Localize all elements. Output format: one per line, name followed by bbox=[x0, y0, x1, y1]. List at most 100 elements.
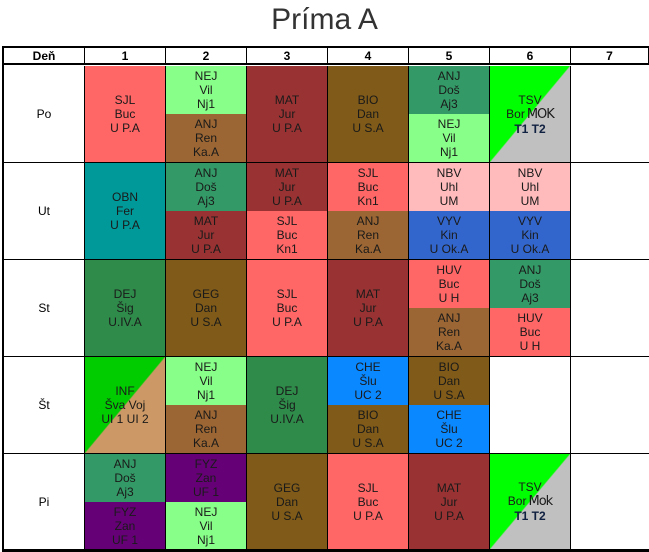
lesson-top[interactable]: SJL Buc Kn1 bbox=[328, 163, 408, 211]
empty-cell[interactable] bbox=[571, 66, 649, 163]
lesson-top[interactable]: NEJ Vil Nj1 bbox=[166, 66, 246, 114]
lesson-top[interactable]: NBV Uhl UM bbox=[490, 163, 570, 211]
lesson-bottom[interactable]: MAT Jur U P.A bbox=[166, 211, 246, 259]
lesson[interactable]: SJL Buc U P.A bbox=[247, 260, 327, 356]
lesson[interactable]: SJL Buc U P.A bbox=[328, 454, 408, 549]
lesson-cell[interactable]: MAT Jur U P.A SJL Buc Kn1 bbox=[247, 163, 328, 260]
lesson-cell[interactable]: BIO Dan U S.A bbox=[328, 66, 409, 163]
lesson-cell[interactable]: TSV Bor Mok T1 T2 bbox=[490, 454, 571, 550]
lesson[interactable]: MAT Jur U P.A bbox=[328, 260, 408, 356]
lesson-cell[interactable]: DEJ Šig U.IV.A bbox=[85, 260, 166, 357]
lesson-cell[interactable]: MAT Jur U P.A bbox=[409, 454, 490, 550]
lesson-cell[interactable]: ANJ Doš Aj3 MAT Jur U P.A bbox=[166, 163, 247, 260]
lesson-bottom[interactable]: NEJ Vil Nj1 bbox=[166, 502, 246, 549]
teacher-label: Dan bbox=[194, 301, 217, 315]
lesson-cell[interactable]: ANJ Doš Aj3 FYZ Zan UF 1 bbox=[85, 454, 166, 550]
lesson-bottom[interactable]: HUV Buc U H bbox=[490, 308, 570, 356]
lesson-cell[interactable]: NEJ Vil Nj1 ANJ Ren Ka.A bbox=[166, 66, 247, 163]
empty-cell[interactable] bbox=[571, 357, 649, 454]
lesson-bottom[interactable]: VYV Kin U Ok.A bbox=[490, 211, 570, 259]
subject-label: MAT bbox=[274, 93, 300, 107]
lesson-bottom[interactable]: SJL Buc Kn1 bbox=[247, 211, 327, 259]
room-label: Nj1 bbox=[439, 145, 458, 159]
empty-cell[interactable] bbox=[571, 163, 649, 260]
lesson-top[interactable]: ANJ Doš Aj3 bbox=[409, 66, 489, 114]
subject-label: VYV bbox=[517, 214, 542, 228]
lesson[interactable]: DEJ Šig U.IV.A bbox=[85, 260, 165, 356]
lesson-cell[interactable]: SJL Buc U P.A bbox=[247, 260, 328, 357]
lesson-top[interactable]: NEJ Vil Nj1 bbox=[166, 357, 246, 405]
lesson-bottom[interactable]: ANJ Ren Ka.A bbox=[409, 308, 489, 356]
lesson-cell[interactable]: GEG Dan U S.A bbox=[247, 454, 328, 550]
lesson-cell[interactable]: GEG Dan U S.A bbox=[166, 260, 247, 357]
lesson-split-groups[interactable]: TSV Bor MOK T1 T2 bbox=[490, 66, 570, 162]
lesson-cell[interactable]: ANJ Doš Aj3 NEJ Vil Nj1 bbox=[409, 66, 490, 163]
lesson-cell[interactable]: BIO Dan U S.A CHE Šlu UC 2 bbox=[409, 357, 490, 454]
lesson-top[interactable]: ANJ Doš Aj3 bbox=[490, 260, 570, 308]
lesson-cell[interactable]: MAT Jur U P.A bbox=[328, 260, 409, 357]
lesson-split-groups[interactable]: TSV Bor Mok T1 T2 bbox=[490, 454, 570, 549]
teacher-label: Ren bbox=[194, 131, 217, 145]
lesson[interactable]: DEJ Šig U.IV.A bbox=[247, 357, 327, 453]
lesson[interactable]: MAT Jur U P.A bbox=[247, 66, 327, 162]
lesson-cell[interactable]: OBN Fer U P.A bbox=[85, 163, 166, 260]
lesson-top[interactable]: MAT Jur U P.A bbox=[247, 163, 327, 211]
lesson-cell[interactable]: SJL Buc U P.A bbox=[328, 454, 409, 550]
subject-label: BIO bbox=[357, 408, 379, 422]
lesson-bottom[interactable]: ANJ Ren Ka.A bbox=[166, 405, 246, 453]
empty-cell[interactable] bbox=[571, 454, 649, 550]
room-label: UC 2 bbox=[435, 436, 463, 450]
lesson-bottom[interactable]: VYV Kin U Ok.A bbox=[409, 211, 489, 259]
lesson-top[interactable]: ANJ Doš Aj3 bbox=[166, 163, 246, 211]
page-title: Príma A bbox=[271, 3, 378, 36]
lesson-cell[interactable]: CHE Šlu UC 2 BIO Dan U S.A bbox=[328, 357, 409, 454]
subject-label: TSV bbox=[518, 92, 542, 107]
teacher-label: Jur bbox=[440, 494, 458, 509]
lesson-cell[interactable]: NBV Uhl UM VYV Kin U Ok.A bbox=[409, 163, 490, 260]
lesson-bottom[interactable]: BIO Dan U S.A bbox=[328, 405, 408, 453]
lesson-top[interactable]: BIO Dan U S.A bbox=[409, 357, 489, 405]
empty-cell[interactable] bbox=[571, 260, 649, 357]
room-label: Ka.A bbox=[354, 242, 381, 256]
lesson-bottom[interactable]: CHE Šlu UC 2 bbox=[409, 405, 489, 453]
room-label: UF 1 bbox=[192, 485, 219, 499]
teacher-label: Vil bbox=[199, 83, 213, 97]
lesson-cell[interactable]: HUV Buc U H ANJ Ren Ka.A bbox=[409, 260, 490, 357]
lesson-bottom[interactable]: ANJ Ren Ka.A bbox=[328, 211, 408, 259]
lesson[interactable]: GEG Dan U S.A bbox=[166, 260, 246, 356]
lesson-bottom[interactable]: NEJ Vil Nj1 bbox=[409, 114, 489, 162]
lesson-top[interactable]: ANJ Doš Aj3 bbox=[85, 454, 165, 502]
lesson-top[interactable]: NBV Uhl UM bbox=[409, 163, 489, 211]
lesson[interactable]: BIO Dan U S.A bbox=[328, 66, 408, 162]
day-label: Št bbox=[4, 357, 85, 454]
lesson-top[interactable]: CHE Šlu UC 2 bbox=[328, 357, 408, 405]
lesson-top[interactable]: HUV Buc U H bbox=[409, 260, 489, 308]
lesson[interactable]: GEG Dan U S.A bbox=[247, 454, 327, 549]
lesson-cell[interactable]: INF Šva Voj UI 1 UI 2 bbox=[85, 357, 166, 454]
subject-label: MAT bbox=[193, 214, 219, 228]
room-label: Kn1 bbox=[276, 242, 298, 256]
lesson-bottom[interactable]: ANJ Ren Ka.A bbox=[166, 114, 246, 162]
lesson[interactable]: OBN Fer U P.A bbox=[85, 163, 165, 259]
lesson-cell[interactable]: DEJ Šig U.IV.A bbox=[247, 357, 328, 454]
lesson-split-groups[interactable]: INF Šva Voj UI 1 UI 2 bbox=[85, 357, 165, 453]
lesson-cell[interactable]: ANJ Doš Aj3 HUV Buc U H bbox=[490, 260, 571, 357]
lesson-cell[interactable]: FYZ Zan UF 1 NEJ Vil Nj1 bbox=[166, 454, 247, 550]
lesson-cell[interactable]: NEJ Vil Nj1 ANJ Ren Ka.A bbox=[166, 357, 247, 454]
lesson-top[interactable]: FYZ Zan UF 1 bbox=[166, 454, 246, 502]
empty-cell[interactable] bbox=[490, 357, 571, 454]
lesson-cell[interactable]: TSV Bor MOK T1 T2 bbox=[490, 66, 571, 163]
teacher-label: Vil bbox=[442, 131, 456, 145]
day-label: Ut bbox=[4, 163, 85, 260]
lesson-cell[interactable]: MAT Jur U P.A bbox=[247, 66, 328, 163]
lesson[interactable]: MAT Jur U P.A bbox=[409, 454, 489, 549]
teacher-label: Kin bbox=[521, 228, 539, 242]
subject-label: GEG bbox=[192, 287, 220, 301]
lesson[interactable]: SJL Buc U P.A bbox=[85, 66, 165, 162]
lesson-cell[interactable]: SJL Buc Kn1 ANJ Ren Ka.A bbox=[328, 163, 409, 260]
room-label: U P.A bbox=[272, 121, 302, 135]
subject-label: NBV bbox=[517, 166, 543, 180]
lesson-cell[interactable]: NBV Uhl UM VYV Kin U Ok.A bbox=[490, 163, 571, 260]
lesson-cell[interactable]: SJL Buc U P.A bbox=[85, 66, 166, 163]
lesson-bottom[interactable]: FYZ Zan UF 1 bbox=[85, 502, 165, 549]
